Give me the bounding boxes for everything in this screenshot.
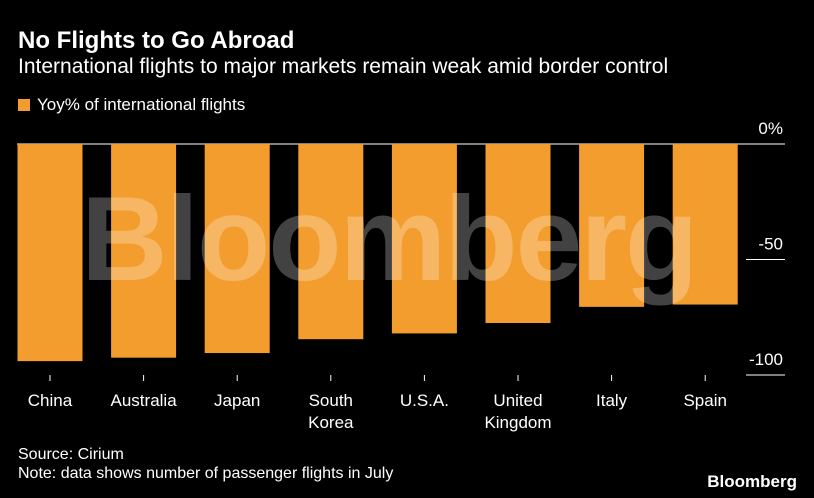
bar-australia <box>111 144 177 358</box>
x-tick-label-line: Italy <box>596 391 628 410</box>
x-tick-label-line: China <box>28 391 73 410</box>
x-tick-label: U.S.A. <box>400 391 449 410</box>
bar-spain <box>672 144 738 305</box>
legend: Yoy% of international flights <box>18 95 245 115</box>
x-tick-label-line: Spain <box>683 391 726 410</box>
source-text: Source: Cirium <box>18 446 124 463</box>
x-tick-label: United Kingdom <box>484 391 551 432</box>
bar-south-korea <box>298 144 364 340</box>
x-tick-label: Japan <box>214 391 260 410</box>
bar-united-kingdom <box>485 144 551 324</box>
legend-swatch <box>18 99 30 111</box>
x-tick-label-line: Korea <box>308 413 354 432</box>
x-tick-label-line: Japan <box>214 391 260 410</box>
x-tick-label-line: Australia <box>111 391 178 410</box>
x-tick-label-line: U.S.A. <box>400 391 449 410</box>
y-tick-label: 0% <box>758 119 783 138</box>
x-tick-label: Italy <box>596 391 628 410</box>
y-tick-label: -100 <box>749 350 783 369</box>
x-tick-label-line: South <box>309 391 353 410</box>
chart-subtitle: International flights to major markets r… <box>18 55 669 78</box>
x-tick-label: China <box>28 391 73 410</box>
bar-japan <box>204 144 270 354</box>
note-text: Note: data shows number of passenger fli… <box>18 465 394 482</box>
x-tick-label: South Korea <box>308 391 354 432</box>
bar-u-s-a- <box>391 144 457 334</box>
bar-china <box>17 144 83 362</box>
x-tick-label-line: United <box>493 391 542 410</box>
chart-title: No Flights to Go Abroad <box>18 27 295 54</box>
x-tick-label: Australia <box>111 391 178 410</box>
x-tick-label: Spain <box>683 391 726 410</box>
y-tick-label: -50 <box>758 235 783 254</box>
legend-label: Yoy% of international flights <box>37 95 246 114</box>
bar-italy <box>579 144 645 307</box>
bloomberg-logo: Bloomberg <box>707 472 797 491</box>
x-tick-label-line: Kingdom <box>484 413 551 432</box>
